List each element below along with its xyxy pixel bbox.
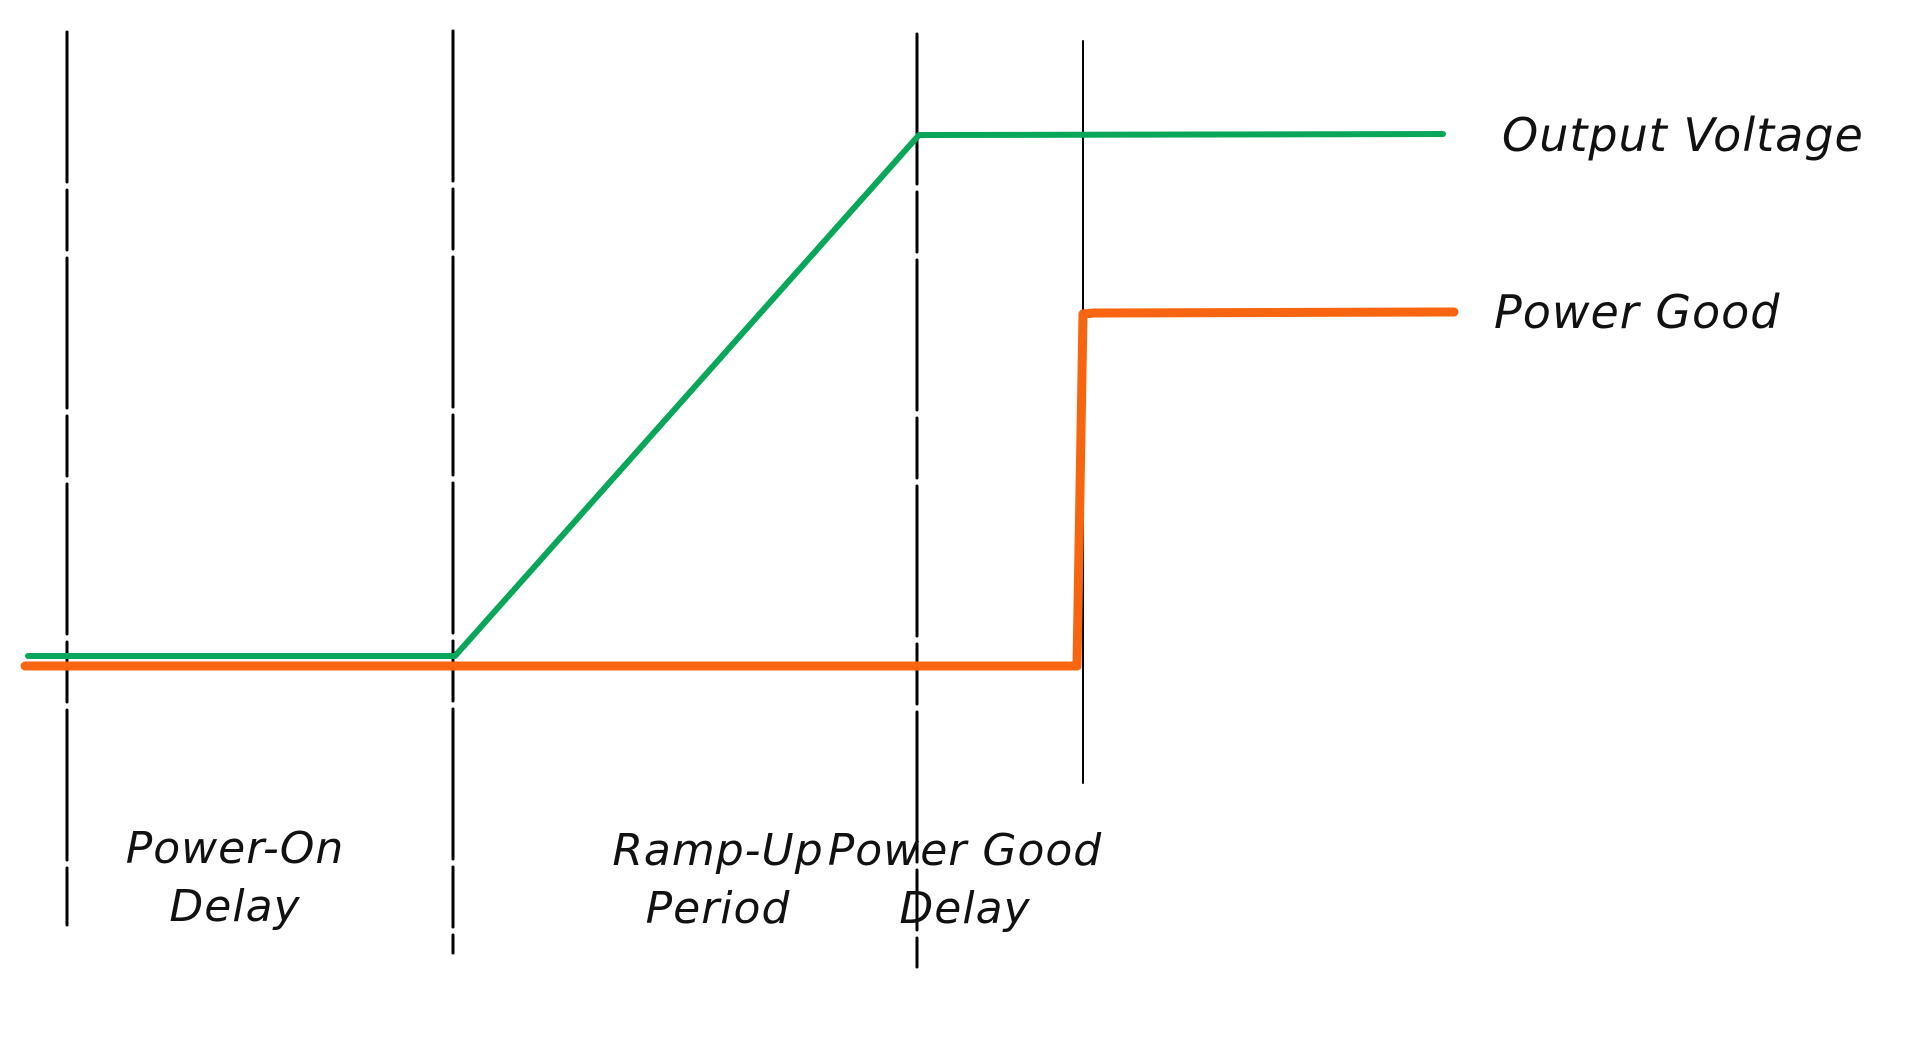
phase-label-line1: Power Good [827,825,1103,876]
phase-label-line2: Delay [169,881,301,932]
legend-output-voltage: Output Voltage [1502,108,1864,162]
phase-label-ramp-up-period: Ramp-Up Period [612,822,823,938]
output-voltage-signal [25,131,1446,659]
legend-power-good: Power Good [1494,285,1781,339]
phase-label-line2: Period [645,883,791,934]
phase-label-power-good-delay: Power Good Delay [828,822,1102,938]
power-good-signal [20,307,1459,671]
phase-label-line1: Power-On [125,823,345,874]
phase-label-power-on-delay: Power-On Delay [126,820,345,936]
phase-label-line1: Ramp-Up [612,825,824,876]
phase-label-line2: Delay [899,883,1031,934]
